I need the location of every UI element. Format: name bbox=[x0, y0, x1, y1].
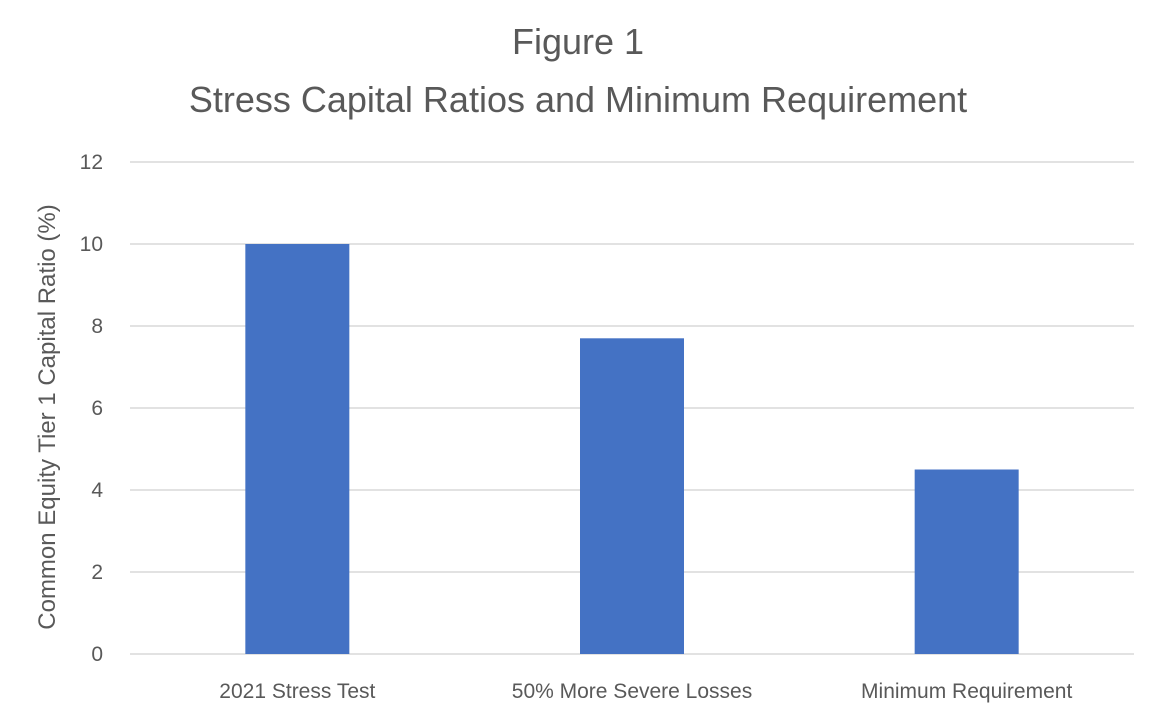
y-tick-label-4: 4 bbox=[91, 479, 103, 502]
x-category-label-2: 50% More Severe Losses bbox=[512, 680, 752, 703]
y-tick-label-10: 10 bbox=[80, 233, 103, 256]
x-category-labels: 2021 Stress Test 50% More Severe Losses Mi… bbox=[219, 680, 1072, 703]
x-category-label-1: 2021 Stress Test bbox=[219, 680, 375, 703]
y-tick-label-0: 0 bbox=[91, 643, 103, 666]
y-tick-label-6: 6 bbox=[91, 397, 103, 420]
y-tick-label-2: 2 bbox=[91, 561, 103, 584]
bars bbox=[245, 244, 1019, 654]
bar-3 bbox=[914, 469, 1019, 654]
y-tick-labels: 0 2 4 6 8 10 12 bbox=[80, 151, 104, 666]
bar-1 bbox=[245, 244, 350, 654]
x-category-label-3: Minimum Requirement bbox=[861, 680, 1072, 703]
y-axis-title: Common Equity Tier 1 Capital Ratio (%) bbox=[34, 204, 61, 629]
bar-2 bbox=[580, 338, 684, 654]
chart-title-line-2: Stress Capital Ratios and Minimum Requir… bbox=[189, 79, 967, 120]
y-tick-label-12: 12 bbox=[80, 151, 103, 174]
chart-title-line-1: Figure 1 bbox=[512, 21, 644, 62]
y-tick-label-8: 8 bbox=[91, 315, 103, 338]
